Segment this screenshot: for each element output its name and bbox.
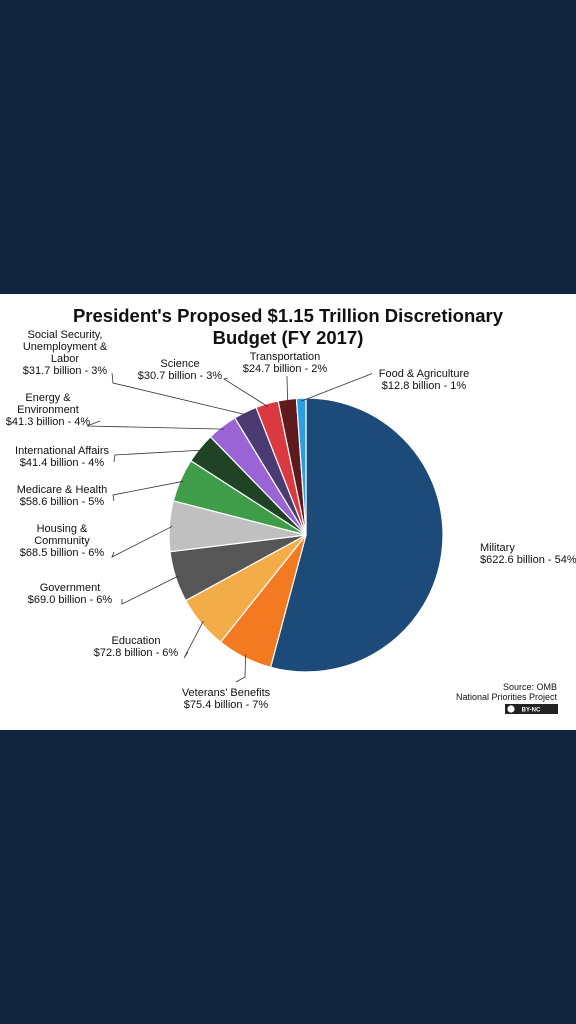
- chart-title-line-1: President's Proposed $1.15 Trillion Disc…: [73, 305, 504, 326]
- leader-line-food-agriculture: [301, 372, 373, 402]
- slice-label-medicare-health-line-1: Medicare & Health: [17, 484, 108, 496]
- slice-label-government-line-2: $69.0 billion - 6%: [28, 594, 113, 606]
- leader-line-medicare-health: [112, 480, 184, 502]
- slice-label-energy-environment-line-2: Environment: [17, 404, 79, 416]
- cc-license-badge: BY-NC: [505, 704, 558, 714]
- chart-card: President's Proposed $1.15 Trillion Disc…: [0, 294, 576, 730]
- slice-label-military-line-2: $622.6 billion - 54%: [480, 554, 576, 566]
- slice-label-military-line-1: Military: [480, 542, 515, 554]
- slice-label-international-affairs-line-2: $41.4 billion - 4%: [20, 457, 105, 469]
- slice-label-medicare-health-line-2: $58.6 billion - 5%: [20, 496, 105, 508]
- slice-label-veterans-benefits-line-1: Veterans' Benefits: [182, 687, 271, 699]
- slice-label-science-line-2: $30.7 billion - 3%: [138, 370, 223, 382]
- license-badge-text: BY-NC: [522, 708, 541, 714]
- slice-label-housing-community-line-3: $68.5 billion - 6%: [20, 547, 105, 559]
- source-line-2: National Priorities Project: [456, 692, 558, 702]
- slice-label-food-agriculture-line-2: $12.8 billion - 1%: [382, 380, 467, 392]
- slice-label-veterans-benefits-line-2: $75.4 billion - 7%: [184, 699, 269, 711]
- slice-labels: Military$622.6 billion - 54% Veterans' Be…: [6, 329, 576, 711]
- pie-slices: [168, 397, 444, 673]
- slice-label-science-line-1: Science: [160, 358, 199, 370]
- slice-label-international-affairs-line-1: International Affairs: [15, 445, 109, 457]
- leader-lines: [86, 372, 373, 683]
- source-line-1: Source: OMB: [503, 682, 557, 692]
- pie-slice-food-agriculture: [295, 397, 307, 536]
- slice-label-education-line-2: $72.8 billion - 6%: [94, 647, 179, 659]
- slice-label-housing-community-line-1: Housing &: [37, 523, 88, 535]
- slice-label-transportation-line-1: Transportation: [250, 351, 321, 363]
- slice-label-social-security-unemployment-labor-line-4: $31.7 billion - 3%: [23, 365, 108, 377]
- slice-label-government-line-1: Government: [40, 582, 101, 594]
- slice-label-energy-environment-line-1: Energy &: [25, 392, 71, 404]
- leader-line-government: [121, 575, 179, 605]
- leader-line-international-affairs: [113, 449, 203, 463]
- slice-label-food-agriculture-line-1: Food & Agriculture: [379, 368, 470, 380]
- leader-line-veterans-benefits: [235, 654, 246, 683]
- leader-line-transportation: [286, 376, 288, 403]
- leader-line-education: [183, 620, 204, 659]
- leader-line-science: [222, 377, 269, 407]
- leader-line-social-security-unemployment-labor: [111, 372, 247, 416]
- pie-chart: President's Proposed $1.15 Trillion Disc…: [6, 305, 576, 714]
- pie-slice-military: [269, 397, 444, 673]
- chart-title-line-2: Budget (FY 2017): [213, 327, 364, 348]
- leader-line-housing-community: [111, 525, 173, 558]
- slice-label-social-security-unemployment-labor-line-3: Labor: [51, 353, 79, 365]
- slice-label-transportation-line-2: $24.7 billion - 2%: [243, 363, 328, 375]
- slice-label-social-security-unemployment-labor-line-1: Social Security,: [28, 329, 103, 341]
- slice-label-housing-community-line-2: Community: [34, 535, 90, 547]
- slice-label-energy-environment-line-3: $41.3 billion - 4%: [6, 416, 91, 428]
- slice-label-social-security-unemployment-labor-line-2: Unemployment &: [23, 341, 108, 353]
- leader-line-energy-environment: [86, 420, 225, 430]
- slice-label-education-line-1: Education: [112, 635, 161, 647]
